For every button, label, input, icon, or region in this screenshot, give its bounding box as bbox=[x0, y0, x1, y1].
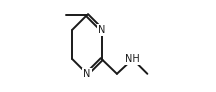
Text: N: N bbox=[98, 25, 105, 35]
Text: N: N bbox=[83, 69, 91, 79]
Text: NH: NH bbox=[125, 54, 140, 64]
